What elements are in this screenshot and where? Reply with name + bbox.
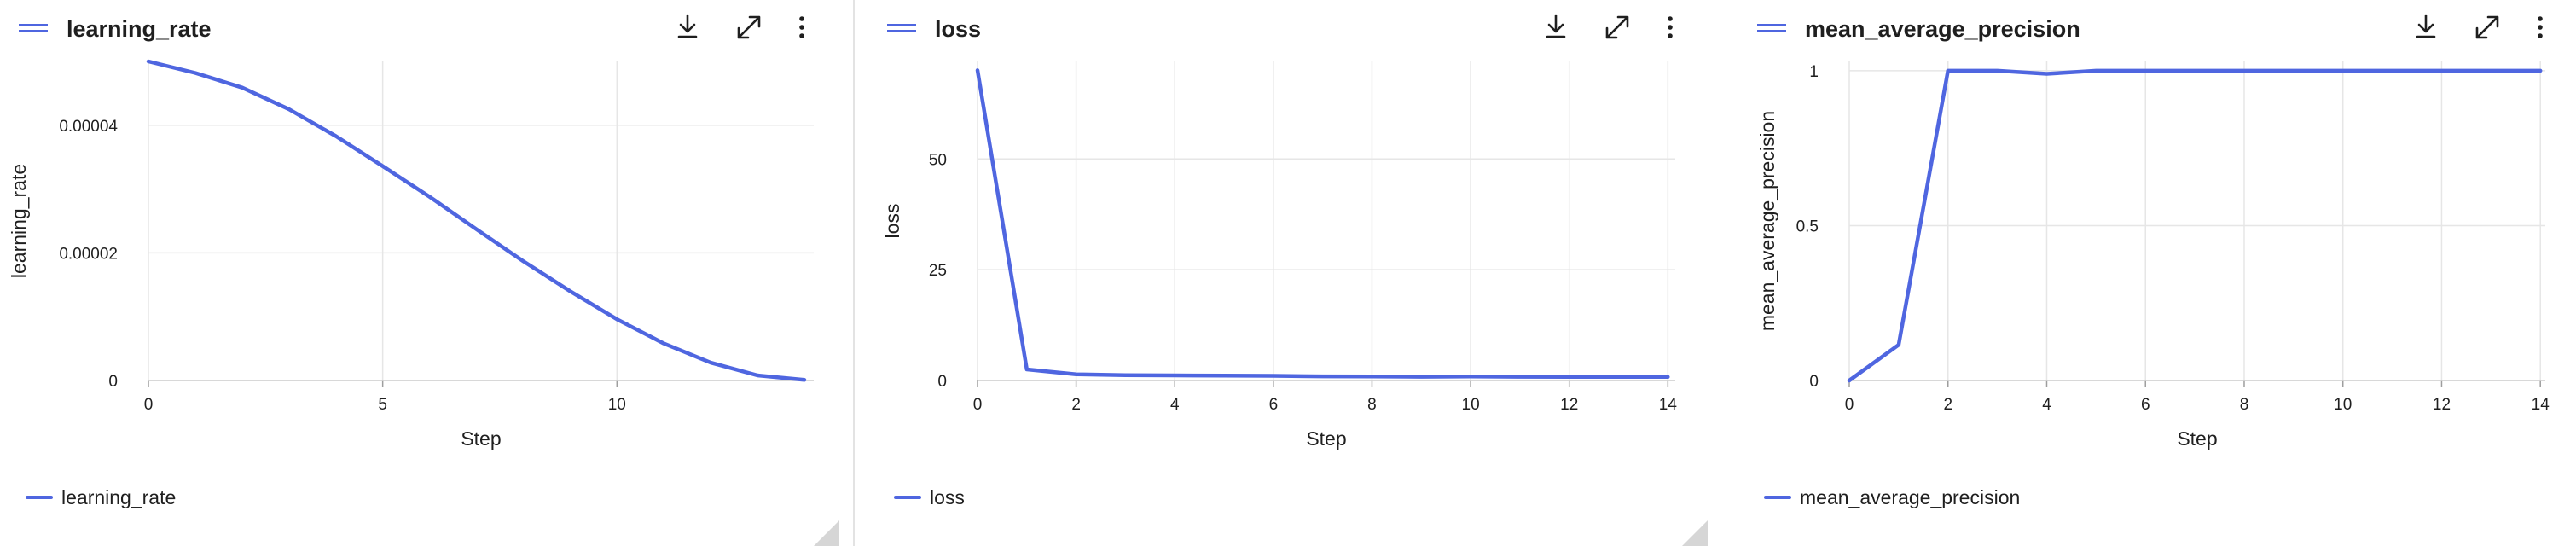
drag-handle-icon[interactable]	[1757, 22, 1786, 34]
legend-label[interactable]: loss	[930, 485, 965, 508]
line-chart: 0 2 4 6 8 10 12 14 0 0.5 1 Step mean_average_precisi…	[1756, 61, 2550, 450]
y-tick-label: 0.00004	[59, 118, 118, 136]
more-vertical-icon	[799, 16, 804, 38]
chart-panel-learning-rate: learning_rate 0 5 10 0 0.00002 0.00004 Step lea…	[0, 0, 855, 546]
y-tick-label: 0	[1809, 373, 1819, 391]
legend: learning_rate	[26, 485, 176, 510]
x-tick-label: 12	[2433, 396, 2451, 414]
resize-handle-icon[interactable]	[1682, 520, 1708, 546]
legend-swatch	[1764, 496, 1791, 499]
y-tick-label: 0	[937, 373, 947, 391]
y-tick-label: 0.00002	[59, 245, 118, 263]
x-tick-label: 14	[1659, 396, 1678, 414]
x-tick-label: 4	[1170, 396, 1180, 414]
x-tick-label: 12	[1560, 396, 1578, 414]
expand-button[interactable]	[1600, 10, 1634, 44]
y-axis-title: mean_average_precision	[1756, 111, 1778, 331]
x-tick-label: 6	[2141, 396, 2150, 414]
x-tick-label: 10	[608, 396, 626, 414]
expand-icon	[737, 15, 761, 39]
chart-panel-loss: loss 0 2 4 6 8 10 12 14 0 25 50 Step loss loss	[868, 0, 1723, 546]
drag-handle-icon[interactable]	[887, 22, 916, 34]
expand-button[interactable]	[732, 10, 766, 44]
y-tick-label: 0.5	[1796, 218, 1819, 235]
download-icon	[1546, 14, 1566, 38]
y-axis-title: learning_rate	[8, 164, 30, 278]
legend-swatch	[894, 496, 921, 499]
legend: loss	[894, 485, 965, 510]
x-tick-label: 2	[1943, 396, 1952, 414]
line-chart: 0 5 10 0 0.00002 0.00004 Step learning_rate	[8, 59, 814, 450]
series-line[interactable]	[975, 68, 1670, 380]
legend-label[interactable]: learning_rate	[61, 485, 177, 508]
y-tick-label: 50	[929, 151, 947, 169]
download-icon	[677, 14, 698, 38]
more-options-button[interactable]	[2523, 10, 2557, 44]
y-tick-label: 25	[929, 262, 947, 280]
drag-handle-icon[interactable]	[19, 22, 48, 34]
x-tick-label: 6	[1269, 396, 1279, 414]
download-icon	[2416, 14, 2436, 38]
panel-title: mean_average_precision	[1805, 16, 2080, 42]
x-tick-label: 0	[973, 396, 983, 414]
more-options-button[interactable]	[1653, 10, 1687, 44]
x-tick-label: 8	[1367, 396, 1377, 414]
more-vertical-icon	[2538, 16, 2543, 38]
resize-handle-icon[interactable]	[814, 520, 839, 546]
x-axis-title: Step	[1306, 427, 1346, 450]
x-tick-label: 10	[1462, 396, 1480, 414]
legend-label[interactable]: mean_average_precision	[1800, 485, 2021, 508]
x-tick-label: 0	[144, 396, 154, 414]
panel-title: learning_rate	[67, 16, 212, 42]
chart-panel-mean-average-precision: mean_average_precision 0 2 4 6 8 10 12 14 0 0.5 1 S…	[1721, 0, 2576, 546]
legend-swatch	[26, 496, 53, 499]
panel-title: loss	[935, 16, 982, 42]
x-tick-label: 14	[2532, 396, 2550, 414]
panel-header: learning_rate	[0, 0, 853, 56]
y-axis-title: loss	[881, 204, 903, 239]
y-tick-label: 0	[108, 373, 118, 391]
x-tick-label: 2	[1071, 396, 1081, 414]
x-axis-title: Step	[2177, 427, 2217, 450]
download-button[interactable]	[1539, 10, 1573, 44]
download-button[interactable]	[670, 10, 705, 44]
panel-header: loss	[868, 0, 1721, 56]
more-options-button[interactable]	[785, 10, 819, 44]
more-vertical-icon	[1668, 16, 1673, 38]
x-tick-label: 0	[1845, 396, 1854, 414]
line-chart: 0 2 4 6 8 10 12 14 0 25 50 Step loss	[881, 61, 1678, 450]
series-line[interactable]	[146, 59, 807, 382]
panel-header: mean_average_precision	[1721, 0, 2576, 56]
x-tick-label: 8	[2240, 396, 2249, 414]
series-line[interactable]	[1847, 68, 2543, 383]
y-tick-label: 1	[1809, 63, 1819, 81]
x-tick-label: 10	[2334, 396, 2352, 414]
x-tick-label: 4	[2042, 396, 2051, 414]
expand-icon	[1605, 15, 1629, 39]
download-button[interactable]	[2409, 10, 2443, 44]
expand-icon	[2475, 15, 2499, 39]
expand-button[interactable]	[2470, 10, 2504, 44]
x-tick-label: 5	[378, 396, 387, 414]
legend: mean_average_precision	[1764, 485, 2020, 510]
x-axis-title: Step	[461, 427, 501, 450]
